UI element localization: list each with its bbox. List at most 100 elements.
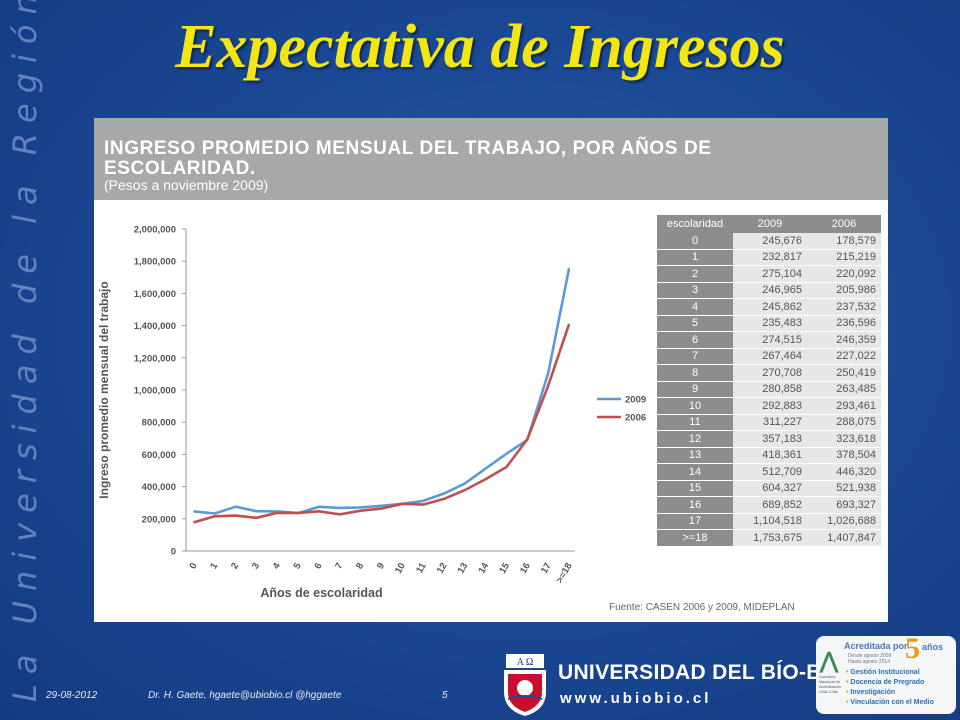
x-tick-label: 9 <box>375 561 387 571</box>
data-point-2009 <box>422 499 425 502</box>
chart-subtitle: (Pesos a noviembre 2009) <box>104 177 269 193</box>
table-cell-2006: 215,219 <box>807 249 881 266</box>
y-axis-title: Ingreso promedio mensual del trabajo <box>97 281 111 498</box>
table-cell-escolaridad: 17 <box>657 513 733 530</box>
table-cell-2006: 227,022 <box>807 348 881 365</box>
table-cell-2009: 512,709 <box>733 463 807 481</box>
slide-title: Expectativa de Ingresos <box>175 13 785 81</box>
table-cell-escolaridad: 1 <box>657 249 733 266</box>
side-watermark-text: La Universidad de la Región del Bío-Bío <box>6 0 44 702</box>
data-point-2009 <box>318 505 320 508</box>
x-tick-label: 2 <box>229 561 241 571</box>
table-cell-escolaridad: 16 <box>657 496 733 514</box>
table-cell-escolaridad: 7 <box>657 348 733 365</box>
series-line-2006 <box>193 323 571 524</box>
y-tick-label: 400,000 <box>142 482 176 493</box>
table-row: 3 246,965 205,986 <box>657 282 881 299</box>
table-cell-2006: 250,419 <box>807 364 881 382</box>
table-cell-2006: 693,327 <box>807 496 881 514</box>
table-cell-escolaridad: 15 <box>657 480 733 497</box>
table-cell-escolaridad: 8 <box>657 364 733 382</box>
table-row: 13 418,361 378,504 <box>657 447 881 464</box>
table-cell-escolaridad: 13 <box>657 447 733 464</box>
table-cell-2009: 245,862 <box>733 298 807 316</box>
accreditation-areas: Gestión Institucional Docencia de Pregra… <box>846 668 934 708</box>
data-point-2006 <box>547 384 550 387</box>
table-cell-2009: 1,753,675 <box>733 529 807 547</box>
series-line-2009 <box>193 268 571 515</box>
table-header-row: escolaridad 2009 2006 <box>657 215 881 233</box>
data-point-2006 <box>213 515 216 518</box>
table-row: 12 357,183 323,618 <box>657 430 881 448</box>
table-row: >=18 1,753,675 1,407,847 <box>657 529 881 547</box>
table-cell-escolaridad: 9 <box>657 381 733 398</box>
table-header-escolaridad: escolaridad <box>657 215 733 233</box>
data-point-2006 <box>484 478 487 481</box>
accreditation-years-number: 5 <box>905 632 920 665</box>
table-cell-2009: 418,361 <box>733 447 807 464</box>
data-point-2006 <box>318 510 320 513</box>
data-point-2006 <box>359 509 362 512</box>
table-cell-2006: 178,579 <box>807 233 881 250</box>
table-cell-2006: 1,407,847 <box>807 529 881 547</box>
table-cell-2006: 288,075 <box>807 414 881 431</box>
data-point-2006 <box>234 514 237 517</box>
table-row: 0 245,676 178,579 <box>657 233 881 250</box>
accreditation-title: Acreditada por <box>844 641 908 651</box>
table-cell-2009: 311,227 <box>733 414 807 431</box>
y-tick-label: 1,400,000 <box>134 321 176 332</box>
data-point-2009 <box>463 482 466 485</box>
table-row: 17 1,104,518 1,026,688 <box>657 513 881 530</box>
accreditation-agency: Comisión Nacional de Acreditación CNA-Ch… <box>819 674 842 694</box>
data-point-2006 <box>422 503 425 506</box>
table-cell-2009: 357,183 <box>733 430 807 448</box>
data-point-2006 <box>505 466 508 468</box>
accreditation-date-from: Desde agosto 2009 <box>848 653 892 659</box>
data-point-2006 <box>193 521 195 524</box>
university-url[interactable]: www.ubiobio.cl <box>560 690 712 707</box>
y-tick-label: 0 <box>171 547 176 558</box>
table-cell-escolaridad: 3 <box>657 282 733 299</box>
table-cell-2009: 246,965 <box>733 282 807 299</box>
table-row: 11 311,227 288,075 <box>657 414 881 431</box>
accreditation-date-to: Hasta agosto 2014 <box>848 659 890 665</box>
data-point-2009 <box>359 506 362 509</box>
x-tick-label: 6 <box>312 561 324 571</box>
y-tick-label: 2,000,000 <box>134 225 176 236</box>
table-cell-2009: 235,483 <box>733 315 807 332</box>
source-note: Fuente: CASEN 2006 y 2009, MIDEPLAN <box>609 602 795 613</box>
y-tick-label: 200,000 <box>142 514 176 525</box>
table-cell-2009: 604,327 <box>733 480 807 497</box>
y-tick-label: 800,000 <box>142 418 176 429</box>
data-point-2006 <box>255 516 258 519</box>
y-tick-label: 1,200,000 <box>134 353 176 364</box>
table-cell-escolaridad: 5 <box>657 315 733 332</box>
table-cell-2009: 275,104 <box>733 265 807 283</box>
data-point-2009 <box>380 504 383 507</box>
x-axis-title: Años de escolaridad <box>260 586 382 600</box>
data-point-2006 <box>526 438 529 441</box>
line-chart: 0 200,000 400,000 600,000 800,000 1,000,000 1,… <box>97 225 646 601</box>
table-cell-2006: 246,359 <box>807 331 881 349</box>
data-point-2009 <box>484 467 487 470</box>
table-row: 1 232,817 215,219 <box>657 249 881 266</box>
data-point-2009 <box>547 372 550 375</box>
table-cell-2009: 267,464 <box>733 348 807 365</box>
accreditation-area: Gestión Institucional <box>846 668 934 678</box>
table-cell-2009: 232,817 <box>733 249 807 266</box>
x-tick-label: 11 <box>414 560 429 575</box>
table-body: 0 245,676 178,579 1 232,817 215,219 2 275,104 22… <box>657 233 881 547</box>
table-cell-2006: 378,504 <box>807 447 881 464</box>
table-row: 5 235,483 236,596 <box>657 315 881 332</box>
chart-title-line-1: INGRESO PROMEDIO MENSUAL DEL TRABAJO, PO… <box>104 138 712 159</box>
x-tick-label: 1 <box>208 560 221 571</box>
table-row: 6 274,515 246,359 <box>657 331 881 349</box>
table-cell-escolaridad: 6 <box>657 331 733 349</box>
legend-label-2009: 2009 <box>625 395 646 406</box>
university-name: UNIVERSIDAD DEL BÍO-BÍO <box>558 661 845 684</box>
accreditation-dates: Desde agosto 2009 Hasta agosto 2014 <box>848 653 891 665</box>
accreditation-area: Investigación <box>846 688 934 698</box>
data-point-2006 <box>338 513 341 516</box>
data-point-2009 <box>234 505 237 508</box>
data-point-2009 <box>255 510 258 513</box>
